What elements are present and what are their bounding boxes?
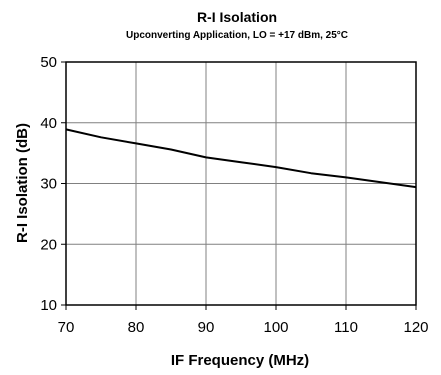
grid [66,62,416,305]
x-axis: 70 80 90 100 110 120 [58,305,429,336]
y-tick-label: 30 [40,176,57,193]
y-tick-label: 50 [40,54,57,71]
x-tick-label: 110 [334,319,358,336]
y-tick-label: 10 [40,297,57,314]
series-line [65,128,417,189]
x-axis-label: IF Frequency (MHz) [171,352,309,369]
x-tick-label: 90 [198,319,215,336]
x-tick-label: 100 [263,319,288,336]
chart-title: R-I Isolation [197,9,277,25]
x-tick-label: 70 [58,319,75,336]
y-tick-label: 40 [40,115,57,132]
x-tick-label: 80 [128,319,145,336]
series-layer [65,128,417,189]
y-axis: 10 20 30 40 50 [40,54,66,314]
chart-subtitle: Upconverting Application, LO = +17 dBm, … [126,30,348,41]
y-axis-label: R-I Isolation (dB) [14,123,31,243]
y-tick-label: 20 [40,236,57,253]
x-tick-label: 120 [403,319,428,336]
